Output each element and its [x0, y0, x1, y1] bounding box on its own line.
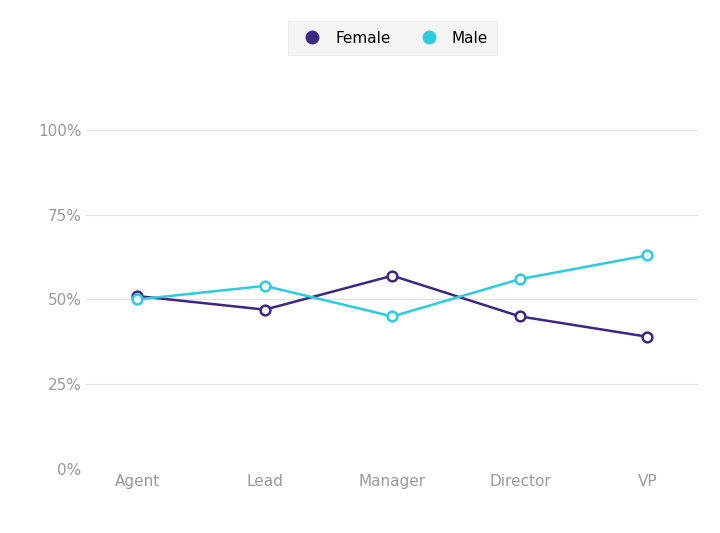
Legend: Female, Male: Female, Male: [288, 21, 497, 55]
